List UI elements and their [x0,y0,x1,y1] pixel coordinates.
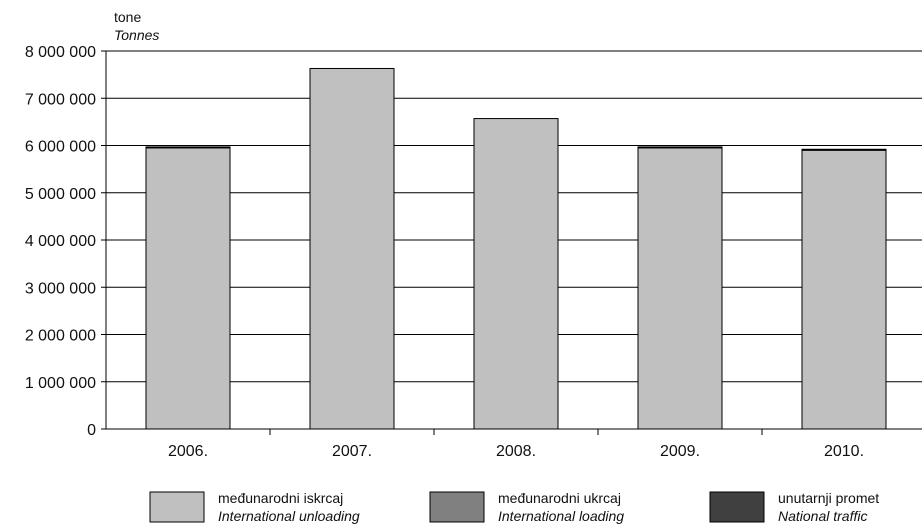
x-axis-ticks: 2006. 2007. 2008. 2009. 2010. [168,429,864,460]
bars [145,67,887,430]
bar [801,149,887,430]
bar [637,146,723,149]
y-unit-label: tone [114,9,141,25]
y-tick-label: 6 000 000 [25,139,96,156]
legend-label: unutarnji promet [778,490,879,506]
legend-item: međunarodni iskrcaj International unloadi… [149,490,360,524]
y-unit-label-en: Tonnes [114,27,159,43]
y-tick-label: 0 [87,422,96,439]
legend-label: međunarodni iskrcaj [218,490,343,506]
x-tick-label: 2008. [496,443,536,460]
x-tick-label: 2007. [332,443,372,460]
plot-area: 0 1 000 000 2 000 000 3 000 000 4 000 000 5 0… [25,44,922,460]
y-tick-label: 5 000 000 [25,186,96,203]
x-tick-label: 2006. [168,443,208,460]
legend-label-en: International unloading [218,508,360,524]
bar [473,118,559,430]
legend-label-en: National traffic [778,508,867,524]
legend-label: međunarodni ukrcaj [498,490,621,506]
legend-item: unutarnji promet National traffic [709,490,879,524]
bar [637,147,723,430]
legend-swatch [149,491,205,523]
bar [801,148,887,151]
bar [309,67,395,430]
y-tick-label: 2 000 000 [25,328,96,345]
bar [145,147,231,430]
legend-item: međunarodni ukrcaj International loading [429,490,624,524]
legend-label-en: International loading [498,508,624,524]
y-axis-ticks: 0 1 000 000 2 000 000 3 000 000 4 000 000 5 0… [25,44,106,439]
y-tick-label: 7 000 000 [25,91,96,108]
y-tick-label: 4 000 000 [25,233,96,250]
legend: međunarodni iskrcaj International unloadi… [149,490,879,524]
y-tick-label: 3 000 000 [25,280,96,297]
bar [145,146,231,149]
x-tick-label: 2009. [660,443,700,460]
legend-swatch [709,491,765,523]
y-tick-label: 1 000 000 [25,375,96,392]
legend-swatch [429,491,485,523]
x-tick-label: 2010. [824,443,864,460]
y-tick-label: 8 000 000 [25,44,96,61]
